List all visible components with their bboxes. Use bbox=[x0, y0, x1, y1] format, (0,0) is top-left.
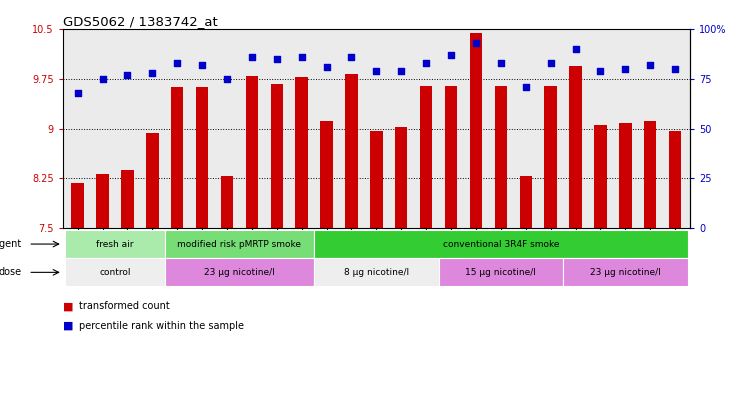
Point bbox=[171, 60, 183, 66]
Point bbox=[669, 66, 681, 72]
Bar bbox=[171, 87, 184, 228]
Point bbox=[420, 60, 432, 66]
Bar bbox=[320, 121, 333, 228]
Point bbox=[495, 60, 507, 66]
Bar bbox=[345, 74, 358, 228]
Point bbox=[345, 54, 357, 61]
Text: dose: dose bbox=[0, 267, 22, 277]
Point bbox=[122, 72, 134, 78]
Text: agent: agent bbox=[0, 239, 22, 249]
Bar bbox=[644, 121, 656, 228]
Point bbox=[146, 70, 158, 76]
Point bbox=[321, 64, 333, 70]
Point bbox=[644, 62, 656, 68]
Bar bbox=[438, 258, 563, 286]
Point bbox=[246, 54, 258, 61]
Point bbox=[570, 46, 582, 52]
Bar bbox=[520, 176, 532, 228]
Bar bbox=[97, 174, 108, 228]
Point bbox=[545, 60, 556, 66]
Text: 23 μg nicotine/l: 23 μg nicotine/l bbox=[204, 268, 275, 277]
Text: modified risk pMRTP smoke: modified risk pMRTP smoke bbox=[177, 240, 301, 248]
Bar bbox=[370, 131, 382, 228]
Text: 15 μg nicotine/l: 15 μg nicotine/l bbox=[466, 268, 537, 277]
Bar bbox=[494, 86, 507, 228]
Point bbox=[396, 68, 407, 74]
Text: GDS5062 / 1383742_at: GDS5062 / 1383742_at bbox=[63, 15, 218, 28]
Bar bbox=[65, 230, 165, 258]
Text: 8 μg nicotine/l: 8 μg nicotine/l bbox=[344, 268, 409, 277]
Bar bbox=[594, 125, 607, 228]
Text: fresh air: fresh air bbox=[96, 240, 134, 248]
Bar bbox=[314, 258, 438, 286]
Bar bbox=[619, 123, 632, 228]
Bar bbox=[72, 183, 84, 228]
Bar bbox=[165, 230, 314, 258]
Bar bbox=[146, 133, 159, 228]
Bar bbox=[445, 86, 458, 228]
Point bbox=[619, 66, 631, 72]
Bar bbox=[569, 66, 582, 228]
Text: percentile rank within the sample: percentile rank within the sample bbox=[79, 321, 244, 331]
Text: control: control bbox=[99, 268, 131, 277]
Point bbox=[370, 68, 382, 74]
Bar bbox=[295, 77, 308, 228]
Bar bbox=[246, 76, 258, 228]
Bar bbox=[545, 86, 557, 228]
Bar bbox=[469, 33, 482, 228]
Bar bbox=[65, 258, 165, 286]
Bar bbox=[314, 230, 688, 258]
Point bbox=[595, 68, 607, 74]
Bar bbox=[165, 258, 314, 286]
Bar bbox=[196, 87, 208, 228]
Bar bbox=[395, 127, 407, 228]
Bar bbox=[669, 131, 681, 228]
Point bbox=[196, 62, 208, 68]
Point bbox=[520, 84, 531, 90]
Text: ■: ■ bbox=[63, 301, 73, 311]
Point bbox=[470, 40, 482, 46]
Text: transformed count: transformed count bbox=[79, 301, 170, 311]
Point bbox=[221, 76, 233, 82]
Bar bbox=[121, 170, 134, 228]
Text: conventional 3R4F smoke: conventional 3R4F smoke bbox=[443, 240, 559, 248]
Bar bbox=[271, 84, 283, 228]
Point bbox=[72, 90, 83, 96]
Bar bbox=[563, 258, 688, 286]
Point bbox=[445, 52, 457, 59]
Bar bbox=[221, 176, 233, 228]
Text: 23 μg nicotine/l: 23 μg nicotine/l bbox=[590, 268, 661, 277]
Bar bbox=[420, 86, 432, 228]
Point bbox=[271, 56, 283, 62]
Point bbox=[97, 76, 108, 82]
Point bbox=[296, 54, 308, 61]
Text: ■: ■ bbox=[63, 321, 73, 331]
